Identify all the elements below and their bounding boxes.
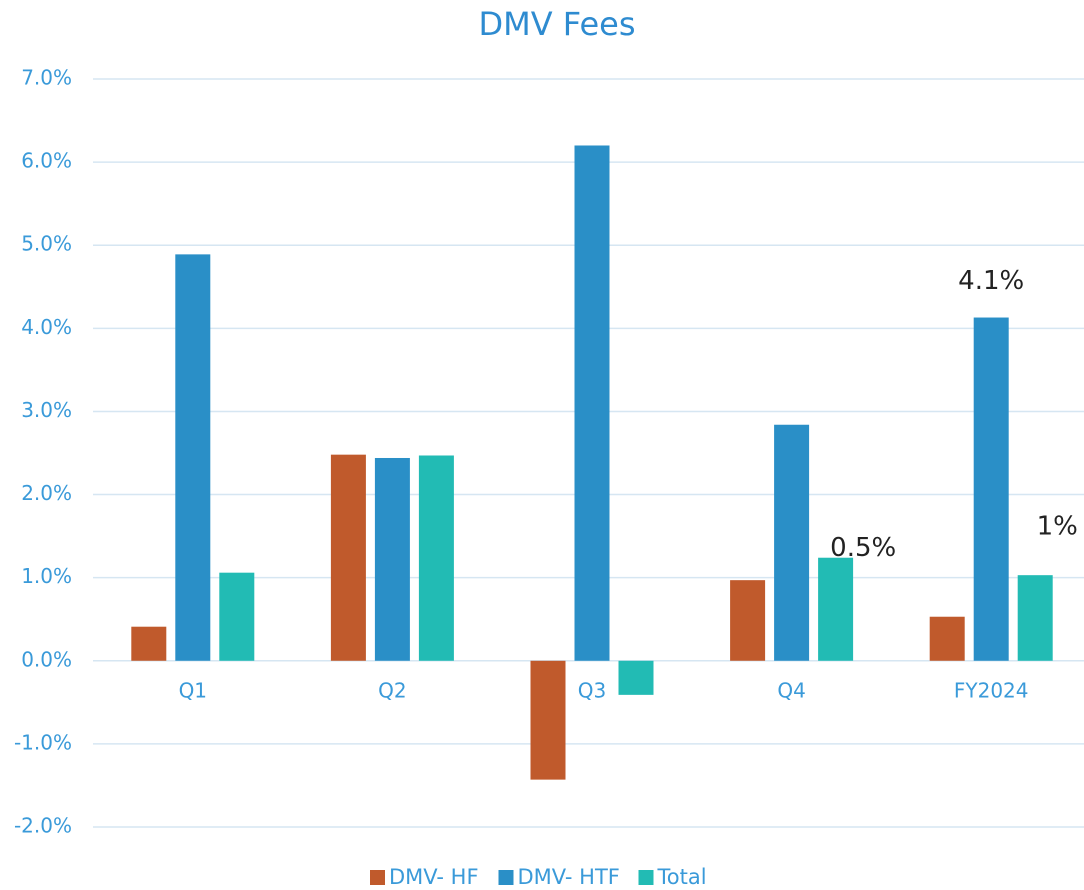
x-tick-label: Q3 [578, 678, 606, 702]
bar [730, 580, 766, 661]
bar [618, 660, 654, 695]
x-tick-label: Q1 [179, 678, 207, 702]
y-tick-label: 7.0% [21, 66, 72, 90]
bar [1017, 575, 1053, 661]
y-tick-label: 2.0% [21, 481, 72, 505]
data-label: 0.5% [830, 533, 896, 563]
y-tick-label: 3.0% [21, 398, 72, 422]
bar [131, 626, 167, 661]
y-tick-label: -1.0% [14, 730, 72, 754]
y-tick-label: 1.0% [21, 564, 72, 588]
data-label: 1% [1037, 512, 1078, 542]
bar [175, 254, 211, 661]
legend-label: Total [657, 865, 707, 889]
bar [973, 317, 1009, 661]
legend-swatch [370, 870, 385, 885]
x-tick-label: Q2 [378, 678, 406, 702]
bar [929, 616, 965, 661]
bar [530, 660, 566, 780]
bar [574, 145, 610, 661]
y-tick-label: 5.0% [21, 232, 72, 256]
y-tick-label: -2.0% [14, 814, 72, 838]
legend-swatch [498, 870, 514, 885]
y-tick-label: 6.0% [21, 149, 72, 173]
chart-title: DMV Fees [478, 5, 635, 43]
legend-label: DMV- HTF [518, 865, 620, 889]
bar [219, 572, 255, 661]
data-label: 4.1% [958, 266, 1024, 296]
bar [418, 455, 454, 661]
bar [330, 454, 366, 661]
y-tick-label: 0.0% [21, 647, 72, 671]
legend-swatch [638, 870, 654, 885]
x-tick-label: Q4 [777, 678, 805, 702]
bar [774, 424, 810, 661]
y-tick-label: 4.0% [21, 315, 72, 339]
bar [374, 457, 410, 661]
bar [818, 557, 854, 661]
legend-label: DMV- HF [389, 865, 479, 889]
x-tick-label: FY2024 [954, 678, 1029, 702]
